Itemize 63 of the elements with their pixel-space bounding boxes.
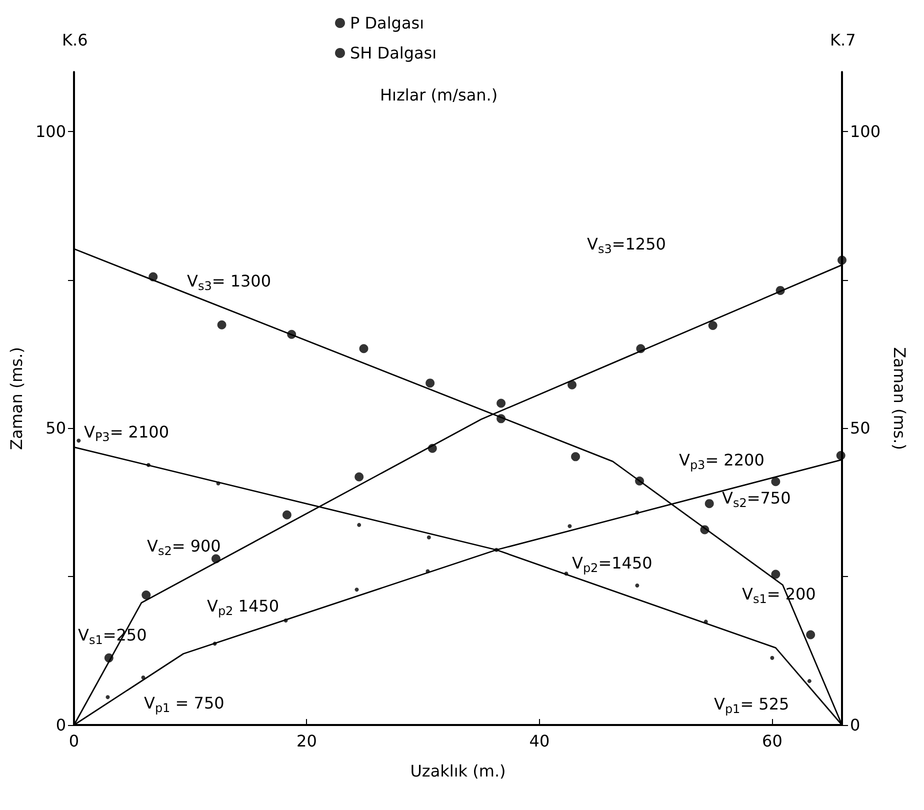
point: [635, 476, 644, 486]
point: [568, 380, 577, 390]
point: [287, 330, 296, 339]
point: [496, 414, 506, 424]
legend-label: P Dalgası: [350, 14, 424, 32]
point: [216, 481, 220, 486]
y-tick-label: 50: [46, 418, 66, 438]
point: [635, 510, 640, 514]
point: [806, 630, 816, 640]
point: [571, 452, 580, 462]
point: [564, 572, 568, 576]
y2-tick-label: 0: [850, 716, 860, 734]
text: K.6: [62, 30, 88, 50]
y2-tick-label: 100: [850, 122, 881, 141]
point: [104, 653, 114, 662]
x-tick-label: 40: [529, 732, 550, 750]
x-tick-label: 0: [68, 732, 80, 750]
point: [359, 344, 368, 354]
x-axis-title: Uzaklık (m.): [410, 762, 506, 780]
point: [426, 378, 435, 388]
point: [838, 256, 846, 265]
legend-label: SH Dalgası: [350, 44, 437, 62]
point: [636, 344, 646, 354]
point: [568, 524, 572, 528]
point: [836, 450, 846, 460]
point: [212, 642, 217, 646]
point: [771, 477, 780, 486]
y-tick-label: 100: [35, 122, 66, 141]
point: [76, 438, 81, 443]
point: [770, 656, 774, 660]
point: [776, 286, 785, 295]
point: [106, 695, 110, 700]
point: [146, 462, 150, 467]
point: [282, 510, 292, 520]
point: [284, 618, 288, 623]
point: [148, 272, 158, 282]
y2-tick-label: 50: [850, 418, 870, 438]
point: [496, 398, 506, 408]
point: [354, 472, 364, 482]
point: [142, 590, 151, 600]
point: [217, 320, 226, 330]
point: [426, 569, 430, 574]
y2-axis-title: Zaman (ms.): [890, 347, 909, 450]
text: K.7: [830, 30, 856, 50]
point: [354, 588, 359, 592]
point: [428, 444, 437, 453]
point: [494, 548, 498, 552]
point: [771, 570, 780, 579]
point: [704, 499, 714, 508]
annotation: Hızlar (m/san.): [380, 86, 498, 104]
point: [426, 535, 431, 540]
point: [704, 620, 708, 624]
x-tick-label: 60: [762, 732, 782, 750]
point: [708, 320, 718, 330]
point: [211, 554, 220, 564]
point: [635, 583, 640, 588]
point: [700, 525, 710, 534]
point: [357, 522, 362, 527]
y-axis-title: Zaman (ms.): [7, 347, 26, 450]
point: [807, 679, 812, 684]
y-tick-label: 0: [56, 716, 66, 734]
point: [141, 676, 146, 680]
x-tick-label: 20: [296, 732, 317, 750]
